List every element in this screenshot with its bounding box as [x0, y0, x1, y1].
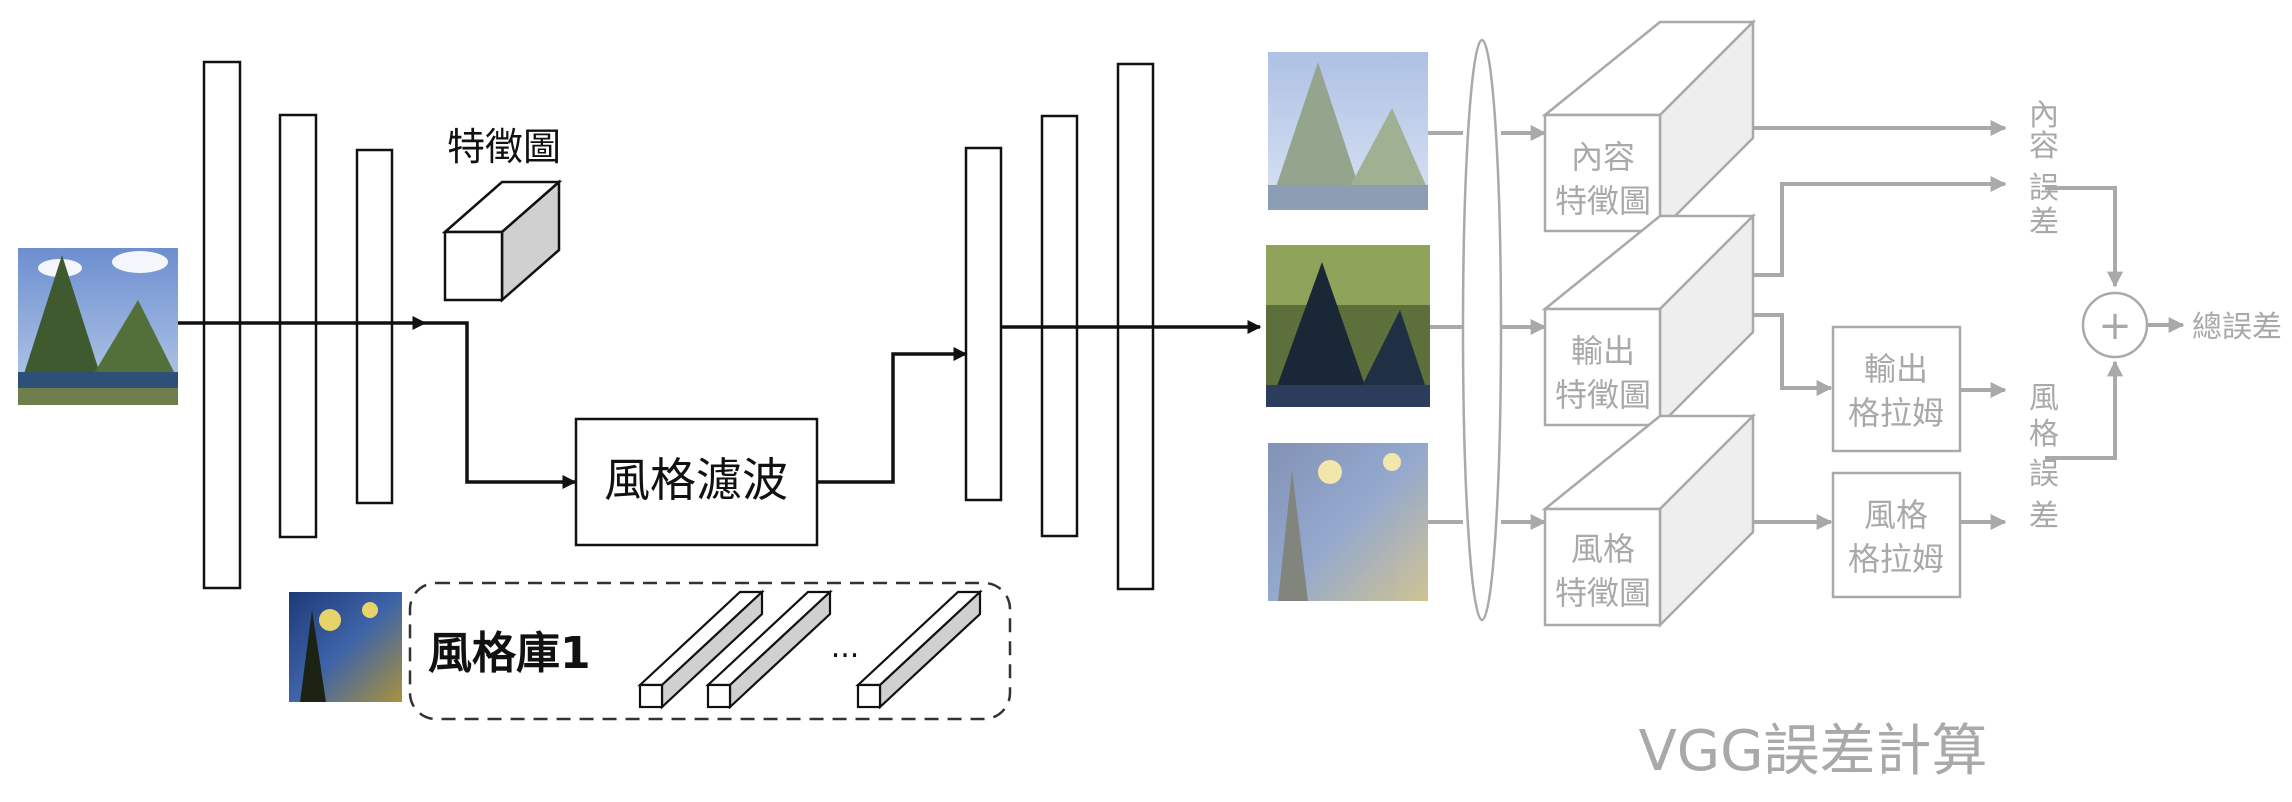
svg-text:內: 內 [2029, 98, 2059, 133]
vgg-network [1461, 38, 1503, 622]
style-bank-filter-2 [705, 589, 833, 710]
decoder-layer-1 [964, 146, 1003, 502]
svg-text:差: 差 [2029, 499, 2059, 534]
content-loss-label: 內 容 誤 差 [2029, 98, 2059, 240]
content-features-line1: 內容 [1571, 138, 1635, 176]
output-feature-cube [1541, 212, 1757, 429]
sum-symbol: + [2098, 303, 2132, 349]
style-image-thumbnail [289, 592, 402, 702]
style-bank-ellipsis: ... [831, 630, 860, 665]
style-loss-label: 風 格 誤 差 [2029, 381, 2059, 534]
style-image-faded [1268, 443, 1428, 601]
output-features-line2: 特徵圖 [1555, 376, 1651, 414]
encoder-layer-2 [278, 113, 318, 539]
content-image-faded [1268, 52, 1428, 210]
style-gram-line2: 格拉姆 [1848, 540, 1944, 578]
total-loss-label: 總誤差 [2192, 310, 2282, 345]
output-stylized-image [1266, 245, 1430, 407]
vgg-loss-title: VGG誤差計算 [1638, 719, 1987, 784]
encoder-layer-1 [202, 60, 242, 590]
style-filter-label: 風格濾波 [604, 453, 788, 507]
style-features-line2: 特徵圖 [1555, 574, 1651, 612]
output-features-line1: 輸出 [1571, 332, 1635, 370]
content-features-line2: 特徵圖 [1555, 182, 1651, 220]
style-bank-container [408, 581, 1012, 721]
feature-map-label: 特徵圖 [447, 125, 561, 169]
content-input-image [18, 248, 178, 405]
style-features-line1: 風格 [1571, 530, 1635, 568]
svg-text:誤: 誤 [2029, 171, 2059, 206]
style-bank-label: 風格庫1 [428, 628, 591, 679]
style-gram-box [1831, 471, 1962, 599]
output-gram-line2: 格拉姆 [1848, 394, 1944, 432]
style-bank-filter-n [855, 589, 983, 710]
svg-text:誤: 誤 [2029, 457, 2059, 492]
output-gram-line1: 輸出 [1864, 350, 1928, 388]
feature-map-cube [441, 179, 563, 303]
main-flow [178, 316, 1262, 489]
svg-text:風: 風 [2029, 381, 2059, 416]
output-gram-box [1831, 325, 1962, 453]
encoder-layer-3 [355, 148, 394, 505]
content-feature-cube [1541, 18, 1757, 235]
encoder-layers [202, 60, 394, 590]
svg-text:差: 差 [2029, 205, 2059, 240]
vgg-flow [1428, 120, 2185, 530]
style-filter-box [574, 417, 819, 547]
sum-node [2081, 291, 2149, 359]
svg-text:格: 格 [2029, 417, 2059, 452]
svg-text:容: 容 [2029, 129, 2059, 164]
style-feature-cube [1541, 412, 1757, 629]
style-gram-line1: 風格 [1864, 496, 1928, 534]
style-bank-filter-1 [637, 589, 765, 710]
